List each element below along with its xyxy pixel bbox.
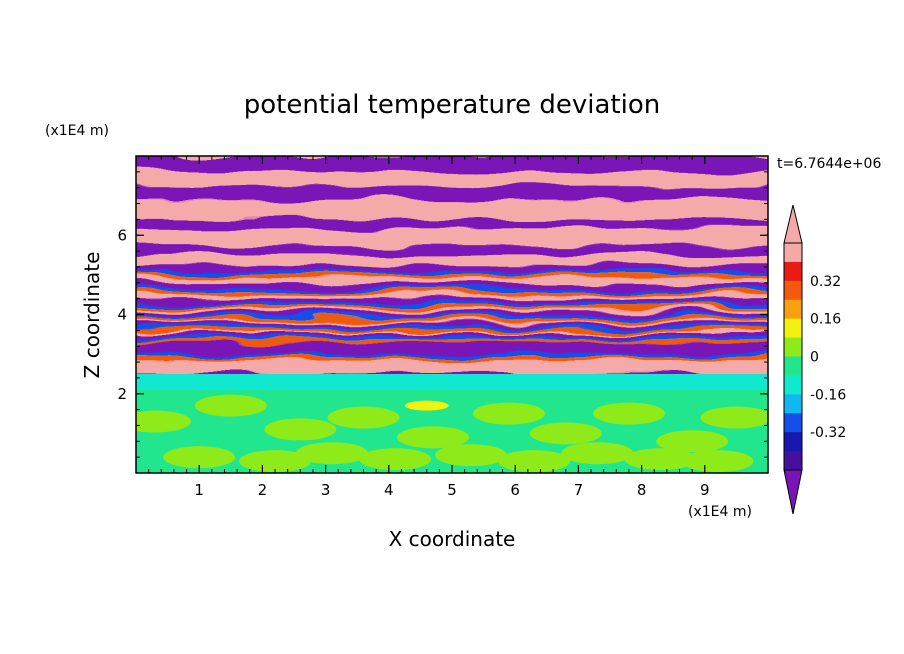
colorbar-label: 0.32	[810, 274, 841, 290]
band-edge	[136, 318, 768, 322]
colorbar-frame	[783, 242, 803, 471]
lower-layer-patches	[136, 394, 768, 473]
x-tick-label: 7	[574, 481, 584, 499]
band-edge	[136, 315, 768, 319]
band-edge	[136, 305, 768, 309]
x-tick-label: 9	[700, 481, 710, 499]
x-tick-label: 2	[258, 481, 268, 499]
colorbar-under-arrow	[783, 469, 803, 515]
positive-patch	[194, 394, 267, 417]
x-tick-label: 3	[321, 481, 331, 499]
colorbar-segment	[784, 280, 802, 301]
colorbar-segment	[784, 375, 802, 395]
negative-band	[136, 245, 768, 254]
x-tick-label: 1	[194, 481, 204, 499]
negative-band	[136, 333, 768, 339]
y-axis-label: Z coordinate	[80, 252, 104, 379]
x-axis-unit: (x1E4 m)	[688, 504, 752, 520]
colorbar-segment	[784, 413, 802, 433]
colorbar-segment	[784, 356, 802, 376]
colorbar-label: 0.16	[810, 312, 841, 328]
positive-patch	[624, 448, 697, 471]
positive-patch	[239, 450, 312, 473]
x-tick-label: 6	[510, 481, 520, 499]
x-axis-label: X coordinate	[389, 527, 516, 551]
negative-band	[136, 311, 768, 318]
positive-patch	[295, 442, 368, 465]
band-edge	[136, 325, 768, 329]
colorbar-label: -0.32	[810, 425, 846, 441]
colorbar-segment	[784, 299, 802, 320]
negative-band	[136, 298, 768, 305]
banded-layer	[136, 156, 768, 387]
positive-patch	[529, 422, 602, 445]
colorbar-segment	[784, 318, 802, 339]
x-axis: 1 2 3 4 5 6 7 8 9	[148, 156, 710, 499]
positive-patch	[700, 406, 768, 429]
colorbar-over-arrow	[783, 204, 803, 244]
negative-band	[136, 323, 768, 328]
positive-patch	[561, 442, 634, 465]
transition-layer	[136, 374, 768, 390]
band-edge	[136, 271, 768, 275]
x-tick-label: 4	[384, 481, 394, 499]
band-edge	[136, 357, 768, 361]
time-label: t=6.7644e+06	[777, 156, 881, 172]
band-edge	[136, 354, 768, 358]
positive-patch	[264, 418, 337, 441]
negative-band	[136, 265, 768, 274]
y-tick-label: 2	[117, 385, 127, 403]
x-tick-label: 5	[447, 481, 457, 499]
colorbar-segment	[784, 243, 802, 263]
positive-patch	[592, 402, 665, 425]
colorbar-segment	[784, 337, 802, 357]
band-edge	[136, 336, 768, 340]
positive-patch	[656, 430, 729, 453]
negative-band	[136, 342, 768, 357]
positive-patch	[681, 450, 754, 473]
positive-patch	[498, 450, 571, 473]
positive-patch	[472, 402, 545, 425]
positive-patch	[327, 406, 400, 429]
negative-band	[136, 219, 768, 230]
band-edge	[136, 274, 768, 278]
positive-patch	[163, 446, 236, 469]
y-tick-label: 6	[117, 226, 127, 244]
positive-patch	[359, 448, 432, 471]
warm-patch	[404, 400, 449, 411]
band-edge	[136, 328, 768, 332]
x-tick-label: 8	[637, 481, 647, 499]
y-axis-unit: (x1E4 m)	[45, 123, 109, 139]
colorbar-segment	[784, 394, 802, 414]
contour-field	[136, 156, 768, 473]
y-tick-label: 4	[117, 306, 127, 324]
positive-patch	[136, 410, 191, 433]
band-edge	[136, 302, 768, 306]
positive-patch	[434, 444, 507, 467]
y-axis: 2 4 6	[117, 171, 768, 458]
colorbar-segment	[784, 261, 802, 282]
band-edge	[136, 339, 768, 343]
band-edge	[136, 288, 768, 292]
colorbar-segment	[784, 432, 802, 452]
chart-title: potential temperature deviation	[244, 90, 660, 120]
negative-band	[136, 187, 768, 200]
band-edge	[136, 291, 768, 295]
colorbar-label: -0.16	[810, 387, 846, 403]
colorbar: 0.32 0.16 0 -0.16 -0.32	[783, 204, 846, 515]
positive-patch	[397, 426, 470, 449]
colorbar-label: 0	[810, 350, 819, 366]
negative-band	[136, 283, 768, 291]
colorbar-segment	[784, 451, 802, 471]
